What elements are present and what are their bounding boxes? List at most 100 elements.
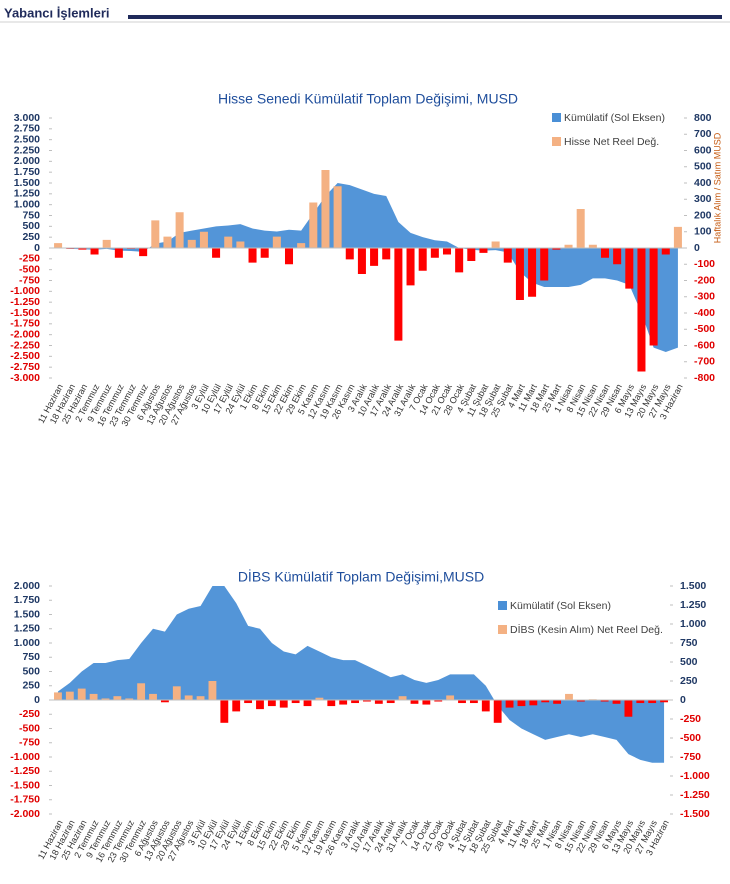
y-tick-label: -1.750 — [10, 794, 40, 806]
y-tick-label: 2.000 — [14, 155, 40, 167]
bar — [113, 696, 122, 700]
bar — [491, 241, 500, 248]
bar — [90, 248, 99, 255]
y-tick-label: 1.000 — [14, 637, 40, 649]
legend-label: Kümülatif (Sol Eksen) — [564, 112, 665, 124]
y-tick-label: 1.500 — [14, 608, 40, 620]
y-tick-label: 2.250 — [14, 144, 40, 156]
bar — [406, 248, 415, 286]
y2-tick-label: -1.250 — [680, 789, 710, 801]
cumulative-area — [58, 183, 678, 352]
bar — [244, 700, 253, 704]
bar — [184, 695, 193, 700]
legend-swatch — [498, 625, 507, 634]
y2-axis-label: Haftalık Alım / Satım MUSD — [712, 132, 722, 243]
bar — [446, 695, 455, 700]
y-tick-label: 1.250 — [14, 188, 40, 200]
y-tick-label: 1.000 — [14, 198, 40, 210]
legend-label: Kümülatif (Sol Eksen) — [510, 600, 611, 612]
y2-tick-label: -700 — [694, 356, 715, 368]
bar — [345, 248, 354, 260]
bar — [224, 236, 233, 248]
bar — [101, 698, 110, 700]
bar — [297, 243, 306, 248]
y2-tick-label: -800 — [694, 372, 715, 384]
bar — [481, 700, 490, 712]
bar — [661, 248, 670, 255]
bar — [327, 700, 336, 707]
y2-tick-label: 1.250 — [680, 599, 706, 611]
y-tick-label: -500 — [19, 722, 40, 734]
legend-label: Hisse Net Reel Değ. — [564, 136, 659, 148]
y-tick-label: 750 — [22, 651, 40, 663]
bar — [503, 248, 512, 263]
bar — [649, 248, 658, 346]
y-tick-label: -750 — [19, 274, 40, 286]
bar — [89, 693, 98, 700]
bar — [303, 700, 312, 707]
y2-tick-label: 200 — [694, 209, 712, 221]
bar — [236, 241, 245, 248]
y-tick-label: 1.750 — [14, 594, 40, 606]
bar — [114, 248, 123, 258]
bar — [624, 700, 633, 717]
y-tick-label: -3.000 — [10, 372, 40, 384]
bar — [279, 700, 288, 708]
y2-tick-label: 1.000 — [680, 618, 706, 630]
bar — [77, 688, 86, 700]
bar — [357, 248, 366, 274]
y-tick-label: 0 — [34, 242, 40, 254]
y2-tick-label: 250 — [680, 675, 698, 687]
y2-tick-label: 500 — [680, 656, 698, 668]
y-tick-label: -2.250 — [10, 339, 40, 351]
y2-tick-label: -500 — [680, 732, 701, 744]
bar — [175, 212, 184, 248]
chart-title: Hisse Senedi Kümülatif Toplam Değişimi, … — [218, 91, 518, 107]
y-tick-label: 2.750 — [14, 123, 40, 135]
bar — [333, 186, 342, 248]
y2-tick-label: -600 — [694, 339, 715, 351]
y2-tick-label: -100 — [694, 258, 715, 270]
bar — [382, 248, 391, 260]
y2-tick-label: 600 — [694, 144, 712, 156]
bar — [467, 248, 476, 261]
bar — [418, 248, 427, 271]
y2-tick-label: -1.000 — [680, 770, 710, 782]
bar — [469, 700, 478, 704]
bar — [565, 693, 573, 700]
bar — [54, 692, 62, 700]
bar — [386, 700, 395, 704]
y2-tick-label: 0 — [694, 242, 700, 254]
bar — [309, 202, 318, 248]
bar — [149, 693, 157, 700]
bar — [151, 220, 160, 248]
bar — [339, 700, 348, 705]
bar — [199, 231, 208, 248]
bar — [256, 700, 264, 710]
bar — [272, 236, 281, 248]
y2-tick-label: -300 — [694, 291, 715, 303]
bar — [187, 239, 196, 248]
y-tick-label: 2.000 — [14, 580, 40, 592]
cumulative-area — [57, 586, 665, 763]
bar — [636, 700, 645, 704]
bar — [196, 696, 205, 700]
bar — [493, 700, 502, 723]
y-tick-label: 1.500 — [14, 177, 40, 189]
y-tick-label: 500 — [22, 220, 40, 232]
y-tick-label: 250 — [22, 231, 40, 243]
y-tick-label: -2.000 — [10, 328, 40, 340]
bar — [529, 700, 538, 706]
bar — [564, 244, 573, 248]
y2-tick-label: 0 — [680, 694, 686, 706]
bar — [125, 698, 134, 700]
y-tick-label: -1.750 — [10, 318, 40, 330]
bar — [455, 248, 464, 273]
bar — [284, 248, 294, 265]
bar — [442, 248, 452, 255]
bar — [351, 700, 359, 704]
y2-tick-label: -1.500 — [680, 808, 710, 820]
bar — [370, 248, 379, 266]
bar — [410, 700, 419, 704]
bar — [600, 248, 610, 258]
